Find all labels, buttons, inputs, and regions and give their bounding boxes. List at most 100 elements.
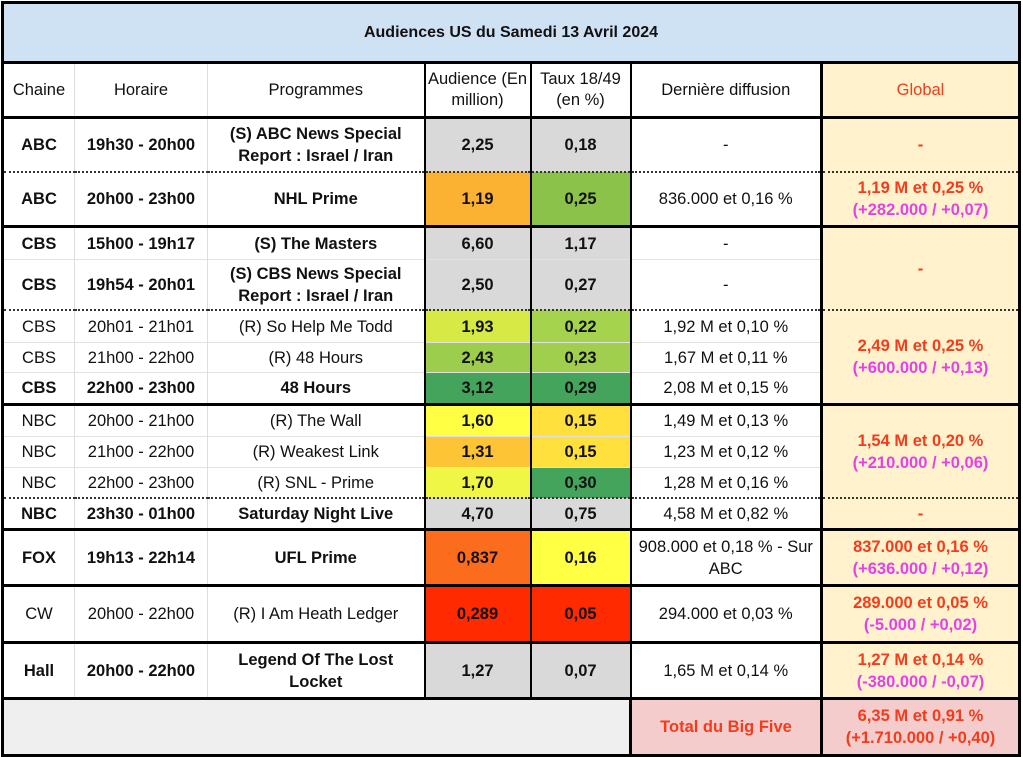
global-value: -	[917, 504, 924, 523]
rating-cell: 0,27	[529, 259, 632, 310]
program-cell: UFL Prime	[207, 528, 425, 586]
program-cell: (R) I Am Heath Ledger	[207, 584, 425, 643]
time-slot-cell: 19h13 - 22h14	[74, 528, 208, 586]
table-row: FOX 19h13 - 22h14 UFL Prime 0,837 0,16 908.00…	[2, 528, 1020, 586]
channel-cell: NBC	[2, 497, 75, 530]
empty-cell	[2, 697, 632, 756]
rating-cell: 0,07	[529, 641, 632, 699]
global-delta: (-380.000 / -0,07)	[856, 672, 985, 691]
audience-cell: 1,31	[423, 436, 532, 468]
last-broadcast-cell: 908.000 et 0,18 % - Sur ABC	[630, 528, 822, 586]
global-cell: 1,54 M et 0,20 % (+210.000 / +0,06)	[820, 403, 1020, 498]
audience-cell: 1,27	[423, 641, 532, 699]
channel-cell: NBC	[2, 436, 75, 468]
channel-cell: Hall	[2, 641, 75, 699]
audience-cell: 0,289	[423, 584, 532, 643]
global-value: 2,49 M et 0,25 %	[857, 337, 984, 355]
channel-cell: ABC	[2, 171, 75, 227]
total-label: Total du Big Five	[630, 697, 822, 756]
audience-cell: 1,19	[423, 171, 532, 227]
global-value: -	[917, 259, 924, 278]
header-derniere-diffusion: Dernière diffusion	[630, 62, 822, 119]
last-broadcast-cell: 1,65 M et 0,14 %	[630, 641, 822, 699]
table-row: NBC 22h00 - 23h00 (R) SNL - Prime 1,70 0,30 1…	[2, 467, 1020, 498]
audience-cell: 3,12	[423, 372, 532, 405]
rating-cell: 0,25	[529, 171, 632, 227]
total-delta: (+1.710.000 / +0,40)	[845, 729, 996, 747]
global-value: 1,27 M et 0,14 %	[857, 650, 984, 669]
program-cell: (R) So Help Me Todd	[207, 309, 425, 343]
time-slot-cell: 20h00 - 22h00	[74, 584, 208, 643]
global-cell: 1,27 M et 0,14 % (-380.000 / -0,07)	[820, 641, 1020, 699]
last-broadcast-cell: -	[630, 225, 822, 260]
rating-cell: 0,29	[529, 372, 632, 405]
header-programmes: Programmes	[207, 62, 425, 119]
table-row: CBS 15h00 - 19h17 (S) The Masters 6,60 1,17-…	[2, 225, 1020, 310]
rating-cell: 0,22	[529, 309, 632, 343]
channel-cell: CBS	[2, 309, 75, 343]
channel-cell: CBS	[2, 259, 75, 310]
time-slot-cell: 20h00 - 23h00	[74, 171, 208, 227]
channel-cell: NBC	[2, 467, 75, 498]
program-cell: NHL Prime	[207, 171, 425, 227]
channel-cell: CBS	[2, 372, 75, 405]
channel-cell: FOX	[2, 528, 75, 586]
table-row: NBC 20h00 - 21h00 (R) The Wall 1,60 0,15 1,49…	[2, 403, 1020, 498]
total-value: 6,35 M et 0,91 %	[857, 707, 984, 725]
program-cell: (R) SNL - Prime	[207, 467, 425, 498]
last-broadcast-cell: 1,67 M et 0,11 %	[630, 342, 822, 373]
time-slot-cell: 20h00 - 21h00	[74, 403, 208, 437]
time-slot-cell: 20h00 - 22h00	[74, 641, 208, 699]
audience-cell: 4,70	[423, 497, 532, 530]
program-cell: 48 Hours	[207, 372, 425, 405]
program-cell: (R) 48 Hours	[207, 342, 425, 373]
table-title: Audiences US du Samedi 13 Avril 2024	[2, 2, 1020, 64]
rating-cell: 0,75	[529, 497, 632, 530]
header-taux: Taux 18/49 (en %)	[529, 62, 632, 119]
channel-cell: CW	[2, 584, 75, 643]
header-horaire: Horaire	[74, 62, 208, 119]
global-cell: 1,19 M et 0,25 % (+282.000 / +0,07)	[820, 171, 1020, 227]
global-value: 289.000 et 0,05 %	[853, 594, 988, 612]
program-cell: Saturday Night Live	[207, 497, 425, 530]
table-row: CBS 21h00 - 22h00 (R) 48 Hours 2,43 0,23 1,67…	[2, 342, 1020, 373]
global-value: 1,54 M et 0,20 %	[857, 431, 984, 450]
table-row: NBC 23h30 - 01h00 Saturday Night Live 4,70 0…	[2, 497, 1020, 530]
table-row: CW 20h00 - 22h00 (R) I Am Heath Ledger 0,28…	[2, 584, 1020, 643]
global-delta: (-5.000 / +0,02)	[863, 616, 978, 634]
audience-cell: 6,60	[423, 225, 532, 260]
last-broadcast-cell: 1,23 M et 0,12 %	[630, 436, 822, 468]
table-row: CBS 22h00 - 23h00 48 Hours 3,12 0,29 2,08 M e…	[2, 372, 1020, 405]
header-audience: Audience (En million)	[423, 62, 532, 119]
rating-cell: 1,17	[529, 225, 632, 260]
program-cell: (S) CBS News Special Report : Israel / I…	[207, 259, 425, 310]
program-cell: (S) ABC News Special Report : Israel / I…	[207, 117, 425, 172]
global-value: -	[917, 136, 924, 154]
channel-cell: NBC	[2, 403, 75, 437]
header-global: Global	[820, 62, 1020, 119]
global-cell: 289.000 et 0,05 % (-5.000 / +0,02)	[820, 584, 1020, 643]
table-row: CBS 20h01 - 21h01 (R) So Help Me Todd 1,93 0…	[2, 309, 1020, 405]
rating-cell: 0,16	[529, 528, 632, 586]
time-slot-cell: 20h01 - 21h01	[74, 309, 208, 343]
audience-cell: 1,93	[423, 309, 532, 343]
audience-cell: 2,43	[423, 342, 532, 373]
channel-cell: ABC	[2, 117, 75, 172]
last-broadcast-cell: 1,92 M et 0,10 %	[630, 309, 822, 343]
time-slot-cell: 19h30 - 20h00	[74, 117, 208, 172]
rating-cell: 0,05	[529, 584, 632, 643]
rating-cell: 0,15	[529, 436, 632, 468]
global-cell: -	[820, 497, 1020, 530]
time-slot-cell: 22h00 - 23h00	[74, 372, 208, 405]
rating-cell: 0,18	[529, 117, 632, 172]
time-slot-cell: 21h00 - 22h00	[74, 342, 208, 373]
audience-cell: 1,60	[423, 403, 532, 437]
time-slot-cell: 23h30 - 01h00	[74, 497, 208, 530]
audience-cell: 0,837	[423, 528, 532, 586]
time-slot-cell: 21h00 - 22h00	[74, 436, 208, 468]
last-broadcast-cell: 4,58 M et 0,82 %	[630, 497, 822, 530]
time-slot-cell: 19h54 - 20h01	[74, 259, 208, 310]
header-chaine: Chaine	[2, 62, 75, 119]
global-cell: -	[820, 117, 1020, 172]
global-value: 1,19 M et 0,25 %	[857, 179, 984, 197]
